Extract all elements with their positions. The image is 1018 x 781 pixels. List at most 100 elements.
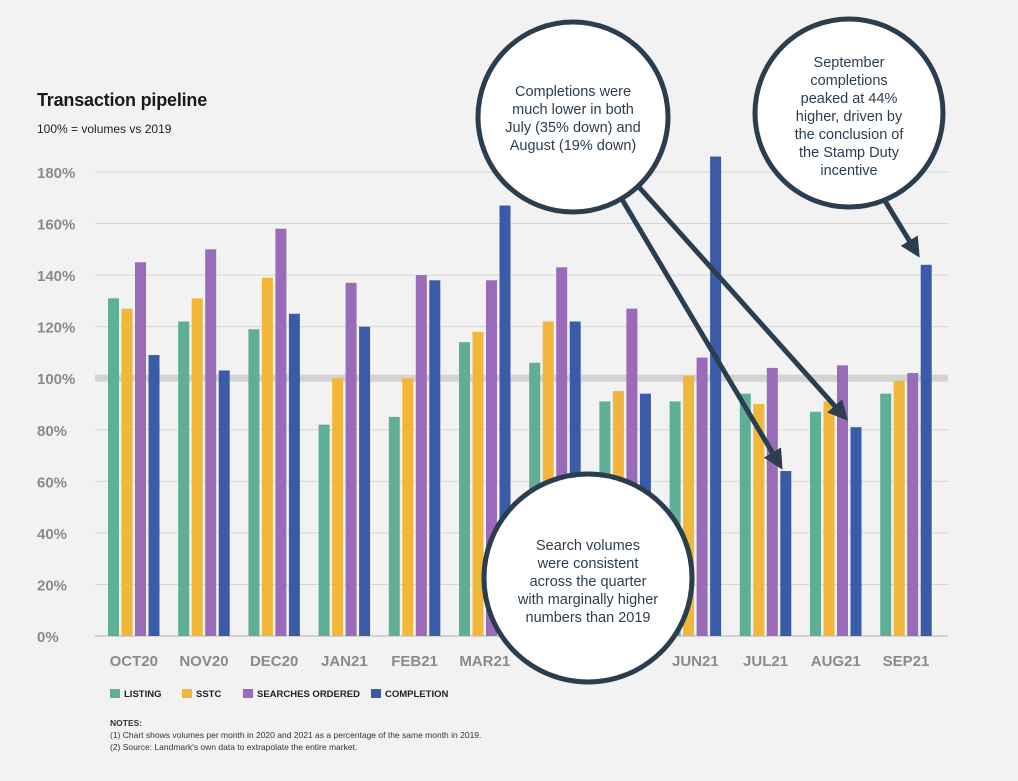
legend-label: SSTC xyxy=(196,689,221,700)
bar-sstc-sep21 xyxy=(893,380,905,636)
legend-swatch-listing xyxy=(110,689,120,698)
annotation-arrow xyxy=(636,184,849,421)
annotation-bubble xyxy=(481,471,695,685)
bar-completion-sep21 xyxy=(920,264,932,636)
chart-title: Transaction pipeline xyxy=(37,90,208,110)
x-tick-label: FEB21 xyxy=(391,653,438,670)
note-line-1: (1) Chart shows volumes per month in 202… xyxy=(110,730,482,740)
y-tick-label: 20% xyxy=(37,577,67,594)
annotation-arrow xyxy=(879,194,920,258)
bar-searches-ordered-jul21 xyxy=(766,367,778,636)
bar-completion-jan21 xyxy=(359,326,371,636)
bar-listing-feb21 xyxy=(388,416,400,636)
annotation-text: with marginally higher xyxy=(517,592,658,608)
bar-completion-aug21 xyxy=(850,427,862,636)
notes-heading: NOTES: xyxy=(110,718,143,728)
bar-searches-ordered-dec20 xyxy=(275,228,287,636)
chart-subtitle: 100% = volumes vs 2019 xyxy=(37,122,172,136)
note-line-2: (2) Source: Landmark's own data to extra… xyxy=(110,742,358,752)
annotation-text: Search volumes xyxy=(536,538,640,554)
x-tick-label: OCT20 xyxy=(110,653,158,670)
bar-sstc-jul21 xyxy=(753,404,765,636)
reference-line-100 xyxy=(95,374,948,382)
x-tick-label: JAN21 xyxy=(321,653,368,670)
bar-completion-feb21 xyxy=(429,280,441,636)
annotation-text: September xyxy=(814,55,885,71)
annotation-text: numbers than 2019 xyxy=(526,610,651,626)
x-tick-label: SEP21 xyxy=(883,653,930,670)
bar-listing-nov20 xyxy=(178,321,190,636)
y-tick-label: 0% xyxy=(37,629,59,646)
bar-searches-ordered-apr21 xyxy=(556,267,568,636)
bar-completion-dec20 xyxy=(288,313,300,636)
y-tick-label: 100% xyxy=(37,371,75,388)
legend-label: SEARCHES ORDERED xyxy=(257,689,360,700)
bar-sstc-nov20 xyxy=(191,298,203,636)
annotation-text: the Stamp Duty xyxy=(799,145,900,161)
y-tick-label: 160% xyxy=(37,217,75,234)
x-tick-label: NOV20 xyxy=(179,653,228,670)
bar-sstc-mar21 xyxy=(472,331,484,636)
annotation-arrow xyxy=(617,194,783,470)
legend-swatch-searches-ordered xyxy=(243,689,253,698)
bar-searches-ordered-oct20 xyxy=(135,262,146,636)
bar-searches-ordered-aug21 xyxy=(837,365,848,636)
y-tick-label: 80% xyxy=(37,423,67,440)
legend-label: LISTING xyxy=(124,689,161,700)
grid-layer: 0% 20% 40% 60% 80% 100% 120% 140% 160% 180% xyxy=(37,165,948,646)
bar-searches-ordered-feb21 xyxy=(415,275,427,636)
x-tick-label: AUG21 xyxy=(811,653,861,670)
bar-listing-mar21 xyxy=(459,342,470,636)
annotation-bubble xyxy=(752,16,946,210)
bar-sstc-aug21 xyxy=(823,401,835,636)
bar-searches-ordered-jun21 xyxy=(696,357,708,636)
annotation-text: completions xyxy=(810,73,887,89)
bar-sstc-feb21 xyxy=(402,378,414,636)
notes: NOTES: (1) Chart shows volumes per month… xyxy=(110,717,481,753)
annotation-text: August (19% down) xyxy=(510,138,637,154)
annotation-text: peaked at 44% xyxy=(801,91,898,107)
legend-swatch-sstc xyxy=(182,689,192,698)
bar-searches-ordered-jan21 xyxy=(345,282,357,636)
legend-layer: LISTING SSTC SEARCHES ORDERED COMPLETION xyxy=(110,689,448,700)
annotation-text: incentive xyxy=(820,163,877,179)
bar-listing-sep21 xyxy=(880,393,892,636)
bar-sstc-oct20 xyxy=(121,308,133,636)
bar-sstc-dec20 xyxy=(261,277,273,636)
annotation-text: July (35% down) and xyxy=(505,120,640,136)
x-tick-label: JUN21 xyxy=(672,653,719,670)
bar-listing-dec20 xyxy=(248,329,260,636)
bar-completion-nov20 xyxy=(218,370,230,636)
annotation-text: were consistent xyxy=(537,556,639,572)
bar-completion-jul21 xyxy=(780,471,792,636)
bar-sstc-apr21 xyxy=(542,321,554,636)
bar-completion-jun21 xyxy=(710,156,722,637)
y-tick-label: 120% xyxy=(37,320,75,337)
bar-searches-ordered-may21 xyxy=(626,308,638,636)
y-tick-label: 60% xyxy=(37,474,67,491)
bubbles-layer: Completions were much lower in both July (… xyxy=(475,16,946,685)
x-tick-label: DEC20 xyxy=(250,653,298,670)
bar-sstc-jan21 xyxy=(332,378,344,636)
bar-listing-jul21 xyxy=(739,393,751,636)
bar-completion-oct20 xyxy=(148,355,160,636)
annotation-text: higher, driven by xyxy=(796,109,903,125)
annotation-text: across the quarter xyxy=(530,574,647,590)
bar-listing-jan21 xyxy=(318,424,330,636)
x-tick-label: MAR21 xyxy=(459,653,510,670)
legend-swatch-completion xyxy=(371,689,381,698)
y-tick-label: 140% xyxy=(37,268,75,285)
annotation-bubble xyxy=(475,19,671,215)
annotation-text: Completions were xyxy=(515,84,631,100)
bar-listing-aug21 xyxy=(810,411,821,636)
y-tick-label: 40% xyxy=(37,526,67,543)
legend-label: COMPLETION xyxy=(385,689,448,700)
bar-searches-ordered-nov20 xyxy=(205,249,217,637)
bar-completion-mar21 xyxy=(499,205,511,636)
bar-searches-ordered-sep21 xyxy=(907,373,919,636)
bar-sstc-jun21 xyxy=(683,375,695,636)
bar-searches-ordered-mar21 xyxy=(486,280,497,636)
annotation-text: the conclusion of xyxy=(795,127,905,143)
annotation-text: much lower in both xyxy=(512,102,634,118)
bar-listing-oct20 xyxy=(108,298,119,636)
